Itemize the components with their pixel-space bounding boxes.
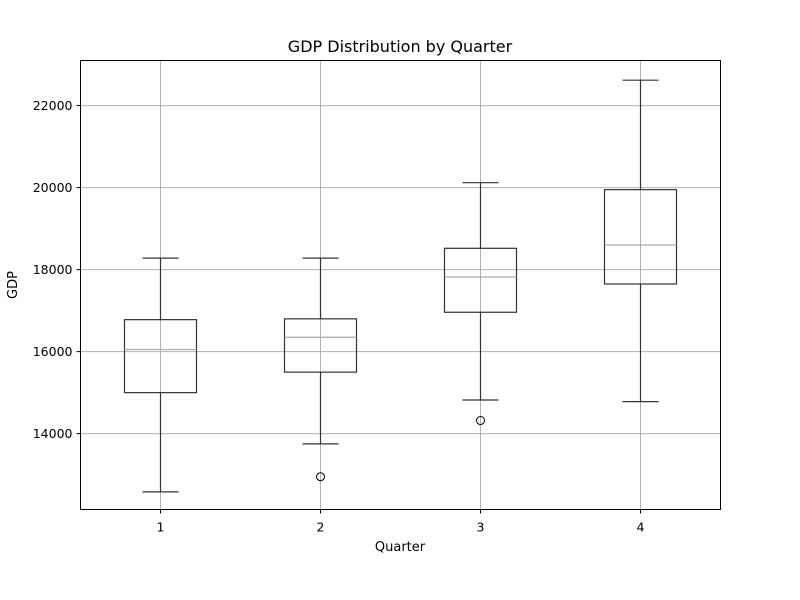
axis-ticks: 14000 16000 18000 20000 22000 1 2 3 4 bbox=[33, 98, 645, 534]
iqr-box bbox=[283, 318, 358, 373]
x-tick-label: 3 bbox=[477, 520, 485, 535]
x-axis-label: Quarter bbox=[375, 540, 426, 555]
iqr-box bbox=[603, 189, 678, 285]
iqr-box bbox=[123, 319, 198, 394]
box-group-q3 bbox=[443, 182, 518, 426]
box-series bbox=[123, 79, 678, 493]
outlier-point bbox=[316, 472, 325, 482]
box-group-q2 bbox=[283, 257, 358, 482]
y-tick-label: 16000 bbox=[33, 344, 73, 359]
grid-lines bbox=[80, 60, 721, 510]
outlier-point bbox=[476, 416, 485, 426]
iqr-box bbox=[443, 247, 518, 313]
box-group-q1 bbox=[123, 257, 198, 493]
box-group-q4 bbox=[603, 79, 678, 403]
x-tick-label: 1 bbox=[157, 520, 165, 535]
y-tick-label: 20000 bbox=[33, 180, 73, 195]
y-tick-label: 18000 bbox=[33, 262, 73, 277]
y-axis-label: GDP bbox=[6, 271, 21, 299]
plot-frame bbox=[80, 60, 721, 510]
x-tick-label: 2 bbox=[317, 520, 325, 535]
y-tick-label: 22000 bbox=[33, 98, 73, 113]
chart-title: GDP Distribution by Quarter bbox=[288, 37, 513, 56]
x-tick-label: 4 bbox=[637, 520, 645, 535]
y-tick-label: 14000 bbox=[33, 426, 73, 441]
